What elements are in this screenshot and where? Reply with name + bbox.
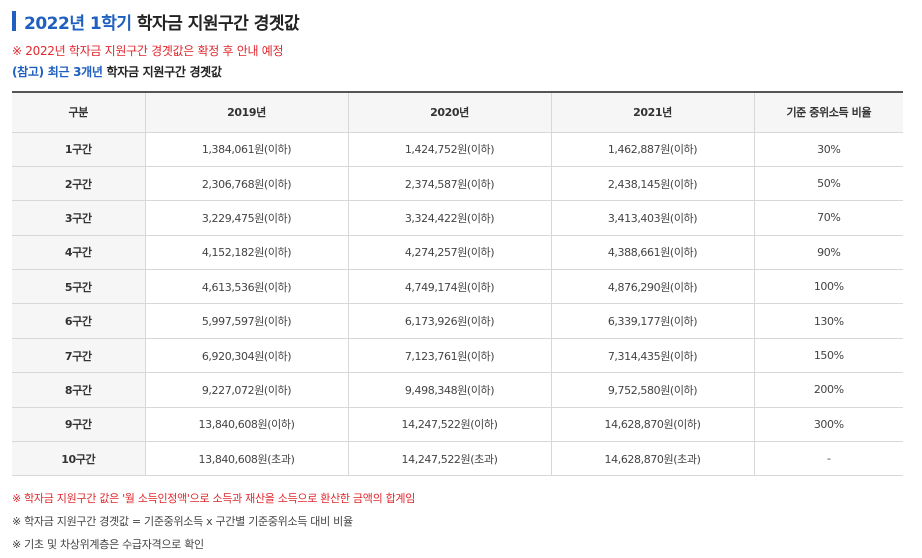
cell-2019: 2,306,768원(이하) bbox=[144, 165, 349, 202]
title-accent-bar bbox=[12, 11, 16, 31]
reference-heading: (참고) 최근 3개년 학자금 지원구간 경곗값 bbox=[12, 63, 222, 80]
cell-2019: 1,384,061원(이하) bbox=[144, 131, 349, 167]
cell-2019: 6,920,304원(이하) bbox=[144, 337, 349, 374]
cell-2020: 4,274,257원(이하) bbox=[347, 234, 552, 271]
row-label: 10구간 bbox=[12, 441, 146, 477]
cell-2019: 13,840,608원(이하) bbox=[144, 406, 349, 443]
cell-2020: 3,324,422원(이하) bbox=[347, 200, 552, 236]
cell-2021: 6,339,177원(이하) bbox=[550, 303, 755, 339]
cell-2019: 5,997,597원(이하) bbox=[144, 303, 349, 339]
table-row: 7구간 6,920,304원(이하) 7,123,761원(이하) 7,314,… bbox=[12, 337, 903, 374]
table-row: 6구간 5,997,597원(이하) 6,173,926원(이하) 6,339,… bbox=[12, 303, 903, 339]
table-row: 5구간 4,613,536원(이하) 4,749,174원(이하) 4,876,… bbox=[12, 269, 903, 305]
cell-2021: 3,413,403원(이하) bbox=[550, 200, 755, 236]
support-bracket-table: 구분 2019년 2020년 2021년 기준 중위소득 비율 1구간 1,38… bbox=[12, 91, 903, 477]
cell-ratio: 300% bbox=[753, 406, 903, 443]
footnote-income-definition: ※ 학자금 지원구간 값은 '월 소득인정액'으로 소득과 재산을 소득으로 환… bbox=[12, 492, 416, 505]
footnote-eligibility: ※ 기초 및 차상위계층은 수급자격으로 확인 bbox=[12, 538, 204, 551]
table-row: 1구간 1,384,061원(이하) 1,424,752원(이하) 1,462,… bbox=[12, 131, 903, 167]
cell-2019: 3,229,475원(이하) bbox=[144, 200, 349, 236]
footnote-formula: ※ 학자금 지원구간 경곗값 = 기준중위소득 x 구간별 기준중위소득 대비 … bbox=[12, 515, 353, 528]
header-2019: 2019년 bbox=[144, 91, 349, 133]
table-row: 4구간 4,152,182원(이하) 4,274,257원(이하) 4,388,… bbox=[12, 234, 903, 271]
cell-2021: 9,752,580원(이하) bbox=[550, 372, 755, 408]
cell-2021: 14,628,870원(초과) bbox=[550, 441, 755, 477]
reference-prefix: (참고) 최근 3개년 bbox=[12, 65, 103, 79]
cell-ratio: 70% bbox=[753, 200, 903, 236]
table-row: 3구간 3,229,475원(이하) 3,324,422원(이하) 3,413,… bbox=[12, 200, 903, 236]
row-label: 6구간 bbox=[12, 303, 146, 339]
cell-ratio: 50% bbox=[753, 165, 903, 202]
row-label: 4구간 bbox=[12, 234, 146, 271]
row-label: 9구간 bbox=[12, 406, 146, 443]
table-row: 9구간 13,840,608원(이하) 14,247,522원(이하) 14,6… bbox=[12, 406, 903, 443]
page-title: 2022년 1학기 학자금 지원구간 경곗값 bbox=[12, 9, 300, 34]
cell-2020: 6,173,926원(이하) bbox=[347, 303, 552, 339]
cell-2020: 9,498,348원(이하) bbox=[347, 372, 552, 408]
cell-2020: 2,374,587원(이하) bbox=[347, 165, 552, 202]
row-label: 7구간 bbox=[12, 337, 146, 374]
cell-2020: 1,424,752원(이하) bbox=[347, 131, 552, 167]
row-label: 2구간 bbox=[12, 165, 146, 202]
row-label: 8구간 bbox=[12, 372, 146, 408]
cell-ratio: 100% bbox=[753, 269, 903, 305]
cell-2021: 2,438,145원(이하) bbox=[550, 165, 755, 202]
cell-2021: 14,628,870원(이하) bbox=[550, 406, 755, 443]
cell-ratio: - bbox=[753, 441, 903, 477]
table-row: 8구간 9,227,072원(이하) 9,498,348원(이하) 9,752,… bbox=[12, 372, 903, 408]
cell-ratio: 130% bbox=[753, 303, 903, 339]
cell-ratio: 90% bbox=[753, 234, 903, 271]
notice-text: ※ 2022년 학자금 지원구간 경곗값은 확정 후 안내 예정 bbox=[12, 44, 284, 58]
cell-2020: 4,749,174원(이하) bbox=[347, 269, 552, 305]
cell-2019: 9,227,072원(이하) bbox=[144, 372, 349, 408]
row-label: 3구간 bbox=[12, 200, 146, 236]
header-median-ratio: 기준 중위소득 비율 bbox=[753, 91, 903, 133]
cell-2021: 7,314,435원(이하) bbox=[550, 337, 755, 374]
title-accent: 2022년 1학기 bbox=[24, 13, 132, 34]
table-row: 10구간 13,840,608원(초과) 14,247,522원(초과) 14,… bbox=[12, 441, 903, 477]
cell-2019: 4,613,536원(이하) bbox=[144, 269, 349, 305]
cell-2019: 4,152,182원(이하) bbox=[144, 234, 349, 271]
title-rest: 학자금 지원구간 경곗값 bbox=[131, 13, 300, 34]
cell-2020: 14,247,522원(초과) bbox=[347, 441, 552, 477]
cell-2021: 4,876,290원(이하) bbox=[550, 269, 755, 305]
table-row: 2구간 2,306,768원(이하) 2,374,587원(이하) 2,438,… bbox=[12, 165, 903, 202]
title-text: 2022년 1학기 학자금 지원구간 경곗값 bbox=[24, 9, 300, 34]
cell-2021: 4,388,661원(이하) bbox=[550, 234, 755, 271]
cell-ratio: 30% bbox=[753, 131, 903, 167]
cell-2019: 13,840,608원(초과) bbox=[144, 441, 349, 477]
cell-ratio: 150% bbox=[753, 337, 903, 374]
cell-2020: 14,247,522원(이하) bbox=[347, 406, 552, 443]
header-2020: 2020년 bbox=[347, 91, 552, 133]
table-header-row: 구분 2019년 2020년 2021년 기준 중위소득 비율 bbox=[12, 91, 903, 133]
cell-2020: 7,123,761원(이하) bbox=[347, 337, 552, 374]
cell-2021: 1,462,887원(이하) bbox=[550, 131, 755, 167]
reference-rest: 학자금 지원구간 경곗값 bbox=[102, 65, 222, 79]
row-label: 1구간 bbox=[12, 131, 146, 167]
header-category: 구분 bbox=[12, 91, 146, 133]
cell-ratio: 200% bbox=[753, 372, 903, 408]
row-label: 5구간 bbox=[12, 269, 146, 305]
header-2021: 2021년 bbox=[550, 91, 755, 133]
